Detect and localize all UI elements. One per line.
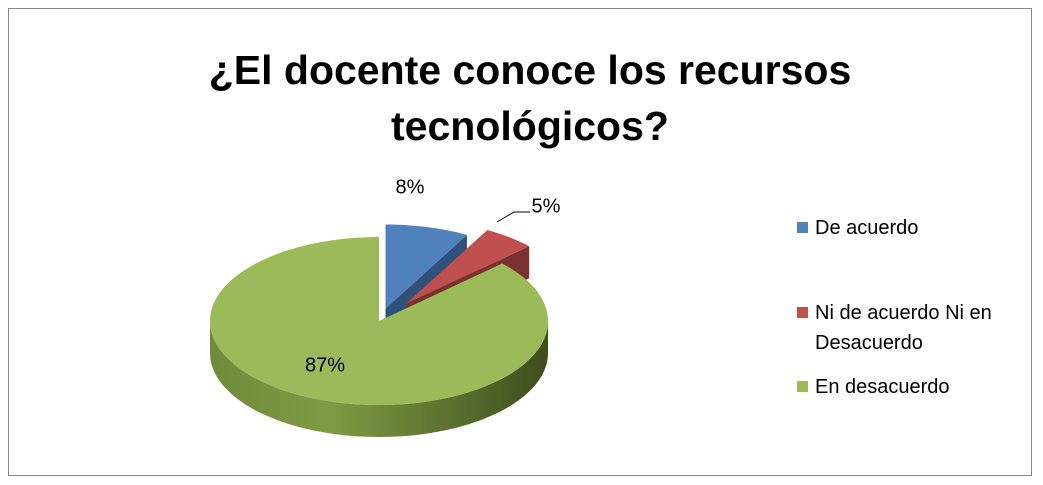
data-label: 8% <box>396 176 425 198</box>
leader-line <box>496 211 530 223</box>
data-label: 5% <box>532 195 561 217</box>
legend-item: De acuerdo <box>797 213 997 243</box>
slice <box>210 237 548 405</box>
legend-item: En desacuerdo <box>797 372 997 402</box>
data-label: 87% <box>305 354 345 376</box>
chart-title: ¿El docente conoce los recursos tecnológ… <box>208 47 852 149</box>
legend-swatch <box>797 307 808 318</box>
slice-side <box>210 321 548 437</box>
legend-label: Ni de acuerdo Ni en Desacuerdo <box>815 302 992 354</box>
slice <box>406 230 530 304</box>
legend-label: De acuerdo <box>815 217 919 239</box>
legend-swatch <box>797 222 808 233</box>
legend-swatch <box>797 381 808 392</box>
slice <box>385 224 467 309</box>
legend-label: En desacuerdo <box>815 376 950 398</box>
chart-frame <box>8 8 1032 476</box>
legend-item: Ni de acuerdo Ni en Desacuerdo <box>797 298 997 358</box>
